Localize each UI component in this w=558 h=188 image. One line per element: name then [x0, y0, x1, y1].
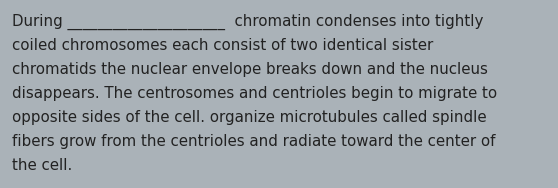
Text: During _____________________  chromatin condenses into tightly: During _____________________ chromatin c…: [12, 14, 483, 30]
Text: disappears. The centrosomes and centrioles begin to migrate to: disappears. The centrosomes and centriol…: [12, 86, 497, 101]
Text: the cell.: the cell.: [12, 158, 72, 173]
Text: fibers grow from the centrioles and radiate toward the center of: fibers grow from the centrioles and radi…: [12, 134, 496, 149]
Text: opposite sides of the cell. organize microtubules called spindle: opposite sides of the cell. organize mic…: [12, 110, 487, 125]
Text: coiled chromosomes each consist of two identical sister: coiled chromosomes each consist of two i…: [12, 38, 433, 53]
Text: chromatids the nuclear envelope breaks down and the nucleus: chromatids the nuclear envelope breaks d…: [12, 62, 488, 77]
